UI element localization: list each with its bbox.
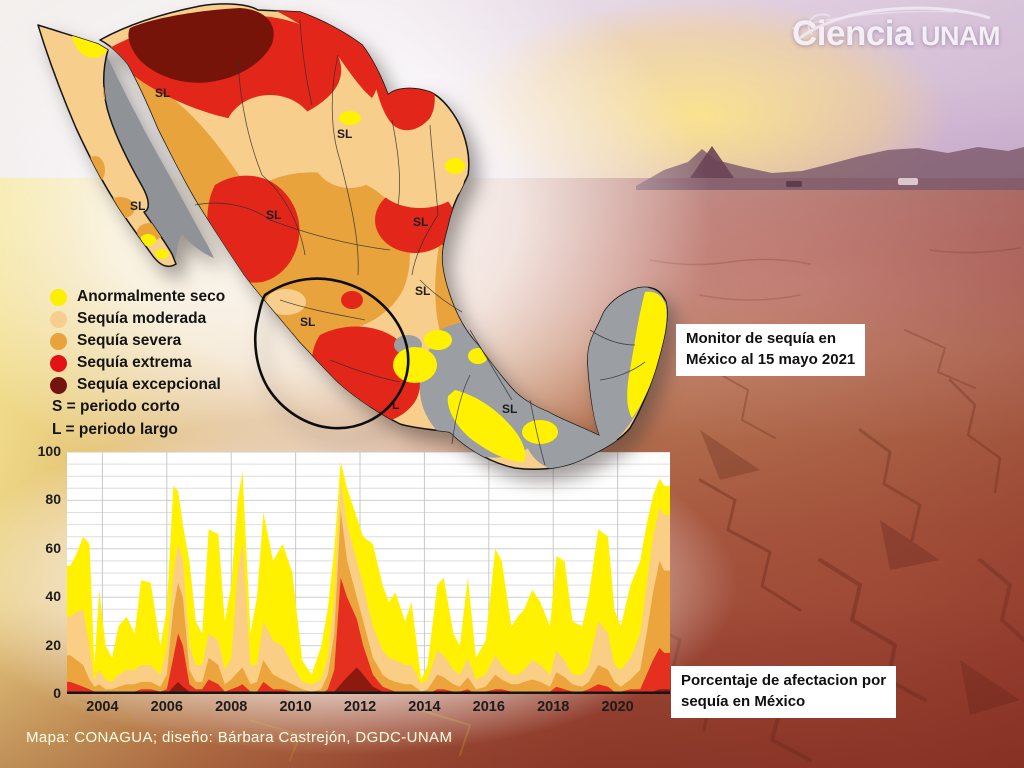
map-caption-line2: México al 15 mayo 2021 (686, 351, 856, 368)
x-axis-tick: 2012 (343, 699, 377, 715)
y-axis-tick: 0 (53, 685, 61, 701)
legend-label: Sequía extrema (77, 354, 192, 371)
drought-d1-dot-icon (50, 310, 67, 328)
legend-item: Sequía severa (50, 330, 225, 352)
legend-note-short: S = periodo corto (52, 398, 180, 415)
x-axis-tick: 2018 (537, 699, 570, 715)
x-axis-tick: 2020 (601, 699, 634, 715)
drought-d0-dot-icon (50, 288, 67, 306)
chart-caption-line2: sequía en México (681, 693, 806, 710)
y-axis-tick: 80 (45, 491, 61, 508)
ciencia-unam-logo: Ciencia UNAM (791, 6, 1001, 54)
x-axis-tick: 2010 (279, 699, 312, 715)
chart-caption-line1: Porcentaje de afectacion por (681, 672, 887, 689)
logo-unam-text: UNAM (921, 21, 1001, 51)
map-caption-box: Monitor de sequía en México al 15 mayo 2… (676, 324, 866, 376)
drought-d2-dot-icon (50, 332, 67, 350)
legend-label: Sequía excepcional (77, 376, 221, 393)
legend-note-long: L = periodo largo (52, 421, 178, 438)
drought-legend: Anormalmente seco Sequía moderada Sequía s… (50, 286, 225, 396)
y-axis-tick: 20 (45, 636, 61, 653)
y-axis-tick: 60 (45, 539, 61, 556)
y-axis-tick: 40 (45, 588, 61, 605)
drought-area-chart (67, 452, 670, 694)
map-caption-line1: Monitor de sequía en (686, 330, 837, 347)
x-axis-tick: 2004 (86, 699, 119, 715)
legend-notes: S = periodo corto L = periodo largo (52, 398, 180, 444)
x-axis-tick: 2014 (408, 699, 441, 715)
credit-line: Mapa: CONAGUA; diseño: Bárbara Castrejón… (26, 729, 453, 746)
drought-area-chart-panel (67, 452, 670, 694)
drought-d4-dot-icon (50, 376, 67, 394)
legend-label: Sequía severa (77, 332, 182, 349)
x-axis-tick: 2016 (472, 699, 505, 715)
legend-label: Anormalmente seco (77, 288, 226, 305)
legend-label: Sequía moderada (77, 310, 207, 327)
legend-item: Sequía moderada (50, 308, 225, 330)
logo-ciencia-text: Ciencia (792, 14, 914, 53)
legend-item: Sequía extrema (50, 352, 225, 374)
x-axis-tick: 2006 (150, 699, 183, 715)
legend-item: Sequía excepcional (50, 374, 225, 396)
drought-d3-dot-icon (50, 354, 67, 372)
chart-caption-box: Porcentaje de afectacion por sequía en M… (671, 666, 897, 718)
x-axis-tick: 2008 (215, 699, 248, 715)
y-axis-tick: 100 (37, 443, 61, 459)
legend-item: Anormalmente seco (50, 286, 225, 308)
